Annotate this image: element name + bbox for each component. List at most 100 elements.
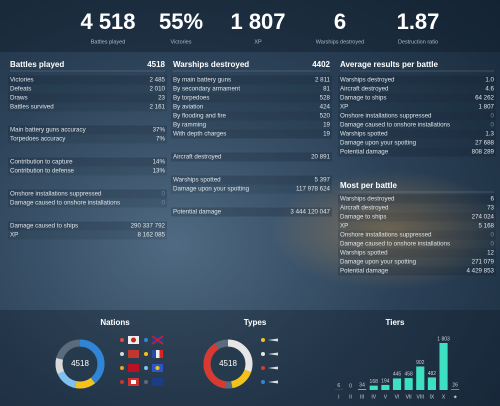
row-label: By flooding and fire bbox=[173, 113, 227, 120]
row-value: 0 bbox=[491, 113, 495, 120]
donut-center bbox=[212, 348, 244, 380]
row-label: Contribution to capture bbox=[10, 159, 73, 166]
summary-value: 55% bbox=[159, 9, 203, 34]
tier-bar bbox=[358, 389, 367, 390]
summary-value: 6 bbox=[334, 9, 346, 34]
row-label: Draws bbox=[10, 95, 28, 102]
row-label: Damage upon your spotting bbox=[340, 259, 417, 266]
row-value: 4.6 bbox=[485, 86, 494, 93]
tier-value-label: 458 bbox=[404, 371, 413, 377]
tier-value-label: 1 803 bbox=[437, 336, 450, 342]
row-background bbox=[171, 102, 332, 112]
row-background bbox=[171, 175, 332, 185]
row-value: 1 807 bbox=[479, 104, 495, 111]
tier-label: VI bbox=[395, 394, 400, 400]
row-label: Battles survived bbox=[10, 104, 54, 111]
tier-bar bbox=[439, 343, 448, 390]
row-background bbox=[8, 93, 167, 103]
row-label: By aviation bbox=[173, 104, 204, 111]
row-background bbox=[338, 138, 496, 148]
row-value: 2 010 bbox=[150, 86, 166, 93]
row-value: 13% bbox=[153, 168, 166, 175]
summary-value: 1 807 bbox=[230, 9, 285, 34]
row-value: 2 811 bbox=[315, 77, 331, 84]
row-value: 271 079 bbox=[472, 259, 495, 266]
row-value: 81 bbox=[323, 86, 330, 93]
row-label: Contribution to defense bbox=[10, 168, 75, 175]
row-value: 1.3 bbox=[485, 131, 494, 138]
row-value: 27 688 bbox=[475, 140, 494, 147]
row-background bbox=[338, 84, 496, 94]
row-value: 117 978 624 bbox=[296, 186, 331, 193]
tier-label: I bbox=[338, 394, 339, 400]
tier-bar bbox=[392, 378, 402, 390]
tier-bar bbox=[451, 389, 460, 390]
row-value: 64 262 bbox=[475, 95, 494, 102]
tier-value-label: 902 bbox=[416, 360, 425, 366]
row-label: Damage caused to onshore installations bbox=[340, 241, 450, 248]
donut-segment bbox=[55, 339, 105, 389]
row-value: 0 bbox=[162, 200, 166, 207]
row-value: 8 162 085 bbox=[137, 232, 165, 239]
row-value: 0 bbox=[162, 191, 166, 198]
row-background bbox=[8, 75, 167, 85]
row-label: Defeats bbox=[10, 86, 31, 93]
row-value: 23 bbox=[158, 95, 165, 102]
row-background bbox=[338, 102, 496, 112]
row-background bbox=[8, 125, 167, 135]
row-background bbox=[338, 230, 496, 240]
tier-label: VIII bbox=[417, 394, 425, 400]
tier-label: IX bbox=[430, 394, 435, 400]
section-title: Warships destroyed bbox=[173, 60, 249, 69]
row-value: 0 bbox=[491, 122, 495, 129]
row-background bbox=[8, 134, 167, 144]
row-background bbox=[171, 120, 332, 130]
row-label: By main battery guns bbox=[173, 77, 231, 84]
background-glow bbox=[270, 170, 500, 290]
tier-bar bbox=[416, 366, 425, 390]
tier-label: VII bbox=[406, 394, 412, 400]
row-label: Aircraft destroyed bbox=[340, 205, 389, 212]
section-title: Battles played bbox=[10, 60, 64, 69]
row-value: 7% bbox=[156, 136, 165, 143]
row-value: 2 161 bbox=[150, 104, 166, 111]
row-background bbox=[338, 111, 496, 121]
row-label: Damage to ships bbox=[340, 95, 386, 102]
row-label: Onshore installations suppressed bbox=[340, 232, 432, 239]
tier-bar bbox=[381, 384, 390, 390]
tier-value-label: 445 bbox=[393, 372, 402, 378]
row-value: 12 bbox=[487, 250, 494, 257]
row-background bbox=[8, 157, 167, 167]
row-label: Warships spotted bbox=[340, 250, 388, 257]
row-background bbox=[171, 93, 332, 103]
row-value: 37% bbox=[153, 127, 166, 134]
row-background bbox=[8, 102, 167, 112]
tier-bar bbox=[404, 378, 413, 390]
tier-bar bbox=[369, 385, 378, 390]
row-value: 19 bbox=[323, 131, 330, 138]
row-value: 3 444 120 047 bbox=[290, 209, 330, 216]
row-value: 6 bbox=[491, 196, 495, 203]
summary-label: Warships destroyed bbox=[316, 39, 364, 45]
row-value: 1.0 bbox=[485, 77, 494, 84]
donut-segment bbox=[203, 339, 253, 389]
top-bar bbox=[0, 0, 500, 52]
row-value: 0 bbox=[491, 241, 495, 248]
row-label: With depth charges bbox=[173, 131, 226, 138]
chart-title: Nations bbox=[100, 318, 130, 327]
row-label: Main battery guns accuracy bbox=[10, 127, 87, 134]
donut-segment bbox=[55, 339, 105, 389]
summary-value: 1.87 bbox=[397, 9, 440, 34]
row-value: 73 bbox=[487, 205, 494, 212]
donut-segment bbox=[55, 339, 105, 389]
row-background bbox=[8, 230, 167, 240]
row-label: Warships spotted bbox=[340, 131, 388, 138]
section-total: 4402 bbox=[312, 60, 330, 69]
row-background bbox=[338, 221, 496, 231]
row-value: 528 bbox=[320, 95, 331, 102]
donut-center bbox=[64, 348, 96, 380]
row-value: 290 337 792 bbox=[131, 223, 166, 230]
row-background bbox=[338, 266, 496, 276]
row-label: By secondary armament bbox=[173, 86, 240, 93]
row-background bbox=[338, 147, 496, 157]
